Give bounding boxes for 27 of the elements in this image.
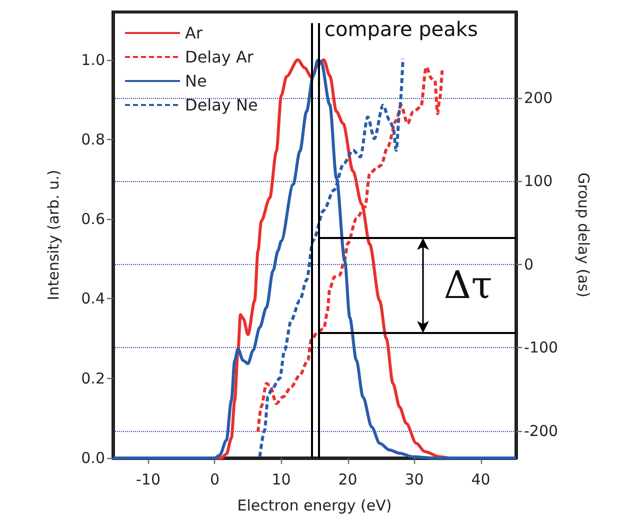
y2-tick-label: 0 xyxy=(524,255,534,274)
x-tick-label: 40 xyxy=(471,470,490,488)
y2-axis-title: Group delay (as) xyxy=(574,172,592,298)
legend-label: Ne xyxy=(185,72,207,90)
y-tick-label: 0.2 xyxy=(81,369,105,388)
y2-tick-label: 200 xyxy=(524,88,553,107)
ref-line-label: compare peaks xyxy=(324,17,478,42)
x-tick-label: 0 xyxy=(210,470,220,488)
y-tick-label: 1.0 xyxy=(81,50,105,69)
annotation: Δτ xyxy=(444,263,492,308)
x-tick-label: 30 xyxy=(404,470,424,488)
legend-label: Delay Ne xyxy=(185,96,258,114)
x-axis-title: Electron energy (eV) xyxy=(237,496,392,514)
x-tick-label: -10 xyxy=(136,470,160,488)
y2-tick-label: -200 xyxy=(524,422,558,440)
y2-tick-label: -100 xyxy=(524,338,558,357)
x-tick-label: 20 xyxy=(338,470,358,488)
x-tick-label: 10 xyxy=(272,470,291,488)
y-axis-title: Intensity (arb. u.) xyxy=(44,170,62,300)
y-tick-label: 0.8 xyxy=(81,130,105,148)
legend-label: Delay Ar xyxy=(185,48,254,66)
y2-tick-label: 100 xyxy=(524,172,553,190)
y-tick-label: 0.6 xyxy=(81,210,105,228)
y-tick-label: 0.4 xyxy=(81,290,105,308)
legend-label: Ar xyxy=(185,24,203,42)
y-tick-label: 0.0 xyxy=(81,449,105,467)
line-series xyxy=(256,65,444,434)
